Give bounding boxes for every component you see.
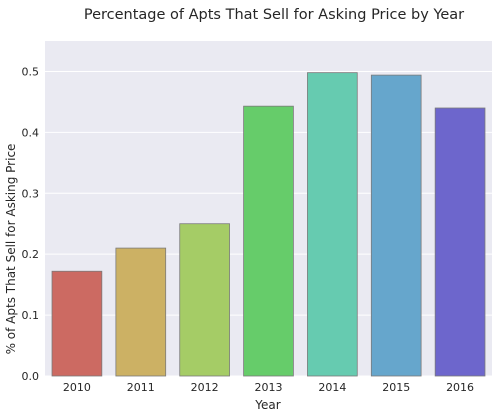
bar-2015 [370,74,422,377]
x-tick-label: 2012 [191,381,219,394]
x-tick-label: 2011 [127,381,155,394]
x-tick-label: 2010 [63,381,91,394]
bar-2016 [434,107,486,377]
y-tick-label: 0.1 [22,309,40,322]
bar-2014 [307,72,358,377]
bar-2010 [51,270,103,377]
x-tick-label: 2013 [255,381,283,394]
x-axis-label: Year [254,398,280,412]
y-tick-label: 0.2 [22,248,40,261]
x-tick-labels: 2010 2011 2012 2013 2014 2015 2016 [63,381,474,394]
y-tick-label: 0.0 [22,370,40,383]
y-tick-labels: 0.0 0.1 0.2 0.3 0.4 0.5 [22,65,40,383]
y-axis-label: % of Apts That Sell for Asking Price [4,144,18,355]
y-tick-label: 0.5 [22,65,40,78]
chart-title: Percentage of Apts That Sell for Asking … [84,7,464,23]
x-tick-label: 2016 [446,381,474,394]
bar-2013 [243,105,294,377]
y-tick-label: 0.3 [22,187,40,200]
x-tick-label: 2015 [382,381,410,394]
bar-2011 [115,247,167,377]
bars [51,72,486,377]
bar-2012 [179,223,230,377]
y-tick-label: 0.4 [22,126,40,139]
x-tick-label: 2014 [318,381,346,394]
